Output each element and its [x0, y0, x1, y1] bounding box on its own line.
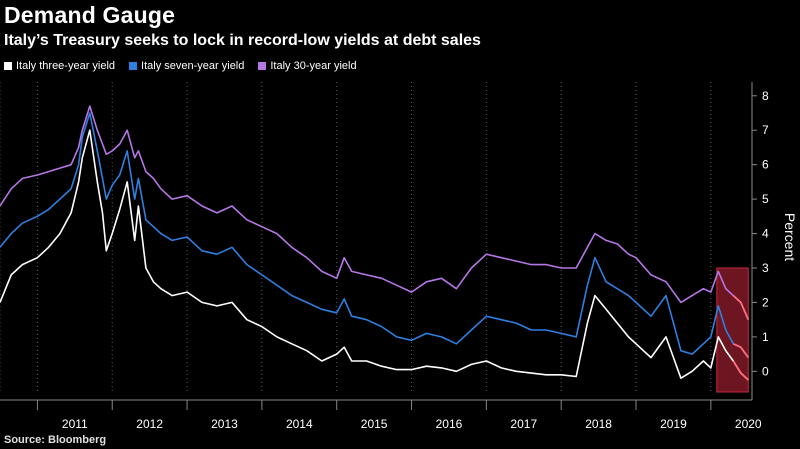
y-tick-label: 4 [762, 227, 769, 241]
x-tick-label: 2020 [735, 417, 762, 431]
y-tick-label: 8 [762, 89, 769, 103]
series-line-seven-year-recent [732, 342, 750, 359]
series-line-three-year-recent [732, 360, 749, 381]
legend-item-thirty-year: Italy 30-year yield [258, 60, 357, 72]
x-tick-label: 2012 [136, 417, 163, 431]
legend: Italy three-year yield Italy seven-year … [4, 60, 357, 72]
highlight-box [716, 267, 749, 393]
series-line-thirty-year [0, 105, 750, 321]
y-axis-label: Percent [782, 213, 798, 261]
series-line-thirty-year-recent [732, 294, 750, 321]
legend-swatch-three-year [4, 62, 12, 70]
x-tick-label: 2019 [660, 417, 687, 431]
y-tick-label: 6 [762, 158, 769, 172]
x-tick-label: 2018 [585, 417, 612, 431]
x-tick-label: 2014 [286, 417, 313, 431]
x-tick-label: 2011 [62, 417, 88, 431]
x-tick-label: 2015 [361, 417, 388, 431]
legend-item-three-year: Italy three-year yield [4, 60, 115, 72]
legend-label-thirty-year: Italy 30-year yield [270, 60, 357, 72]
legend-swatch-seven-year [129, 62, 138, 70]
series-line-three-year [0, 129, 749, 381]
series-line-seven-year [0, 112, 749, 359]
legend-swatch-thirty-year [258, 62, 267, 70]
x-tick-label: 2013 [211, 417, 238, 431]
x-tick-label: 2017 [510, 417, 537, 431]
y-tick-label: 0 [762, 364, 769, 378]
legend-item-seven-year: Italy seven-year yield [129, 60, 244, 72]
y-tick-label: 3 [762, 261, 769, 275]
legend-label-three-year: Italy three-year yield [16, 60, 116, 72]
chart-subtitle: Italy’s Treasury seeks to lock in record… [4, 32, 481, 49]
y-tick-label: 7 [762, 123, 769, 137]
y-tick-label: 2 [762, 295, 769, 309]
legend-label-seven-year: Italy seven-year yield [141, 60, 245, 72]
chart-title: Demand Gauge [4, 2, 176, 28]
source-note: Source: Bloomberg [4, 434, 107, 446]
x-tick-label: 2016 [436, 417, 463, 431]
y-tick-label: 5 [762, 192, 769, 206]
y-tick-label: 1 [762, 330, 769, 344]
